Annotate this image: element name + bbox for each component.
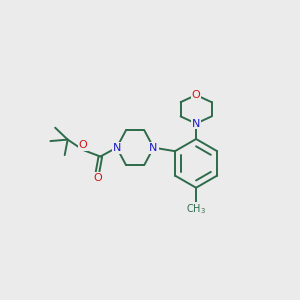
Text: O: O — [93, 173, 102, 183]
Text: O: O — [192, 90, 200, 100]
Text: O: O — [79, 140, 88, 150]
Text: N: N — [112, 142, 121, 153]
Text: N: N — [192, 118, 200, 128]
Text: CH$_3$: CH$_3$ — [186, 202, 206, 216]
Text: N: N — [149, 142, 158, 153]
